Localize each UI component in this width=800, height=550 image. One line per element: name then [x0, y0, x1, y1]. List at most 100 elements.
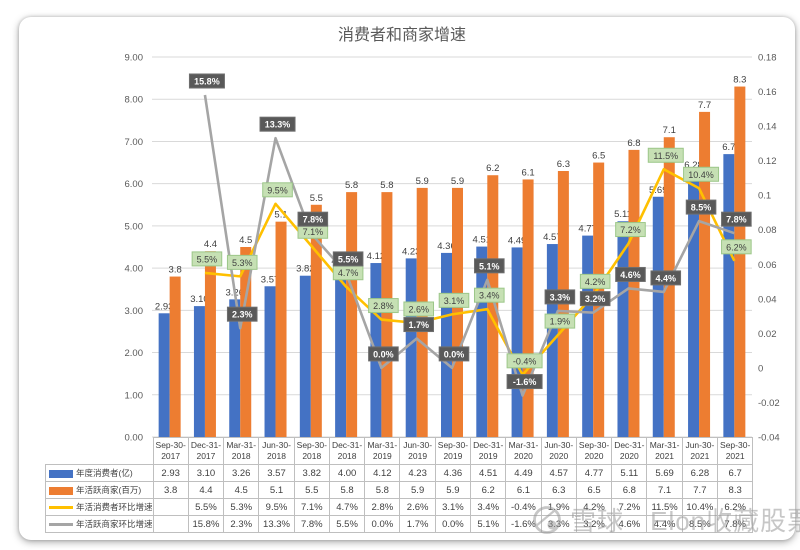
- table-value-cell: 3.8: [152, 481, 189, 499]
- table-value-cell: [152, 498, 189, 516]
- table-value-cell: 5.5: [293, 481, 330, 499]
- table-value-cell: 3.1%: [434, 498, 472, 516]
- legend-series-name: 年活跃商家(百万): [76, 485, 142, 495]
- table-value-cell: 2.3%: [223, 515, 260, 533]
- table-value-cell: 4.36: [434, 464, 472, 482]
- table-value-cell: 5.69: [646, 464, 683, 482]
- table-value-cell: 0.0%: [364, 515, 401, 533]
- table-value-cell: 6.1: [505, 481, 542, 499]
- legend-bar-swatch-icon: [49, 486, 73, 495]
- table-value-cell: 4.23: [399, 464, 436, 482]
- table-value-cell: 4.4%: [646, 515, 683, 533]
- table-value-cell: 6.5: [575, 481, 613, 499]
- table-row: 年度消费者(亿) 2.93 3.10 3.26 3.57 3.82 4.00 4.12 4.23…: [45, 464, 754, 482]
- table-header-cell: Dec-31- 2020: [611, 437, 648, 465]
- table-header-cell: Sep-30- 2021: [717, 437, 754, 465]
- table-value-cell: 1.7%: [399, 515, 436, 533]
- legend-label-cell: 年活跃商家(百万): [45, 481, 154, 499]
- table-value-cell: 7.1: [646, 481, 683, 499]
- table-value-cell: 3.3%: [540, 515, 577, 533]
- table-value-cell: 5.8: [364, 481, 401, 499]
- table-value-cell: 7.7: [681, 481, 719, 499]
- table-value-cell: 5.5%: [328, 515, 366, 533]
- table-corner-cell: [46, 438, 154, 465]
- table-header-cell: Jun-30- 2020: [540, 437, 577, 465]
- table-value-cell: 11.5%: [646, 498, 683, 516]
- table-value-cell: 4.51: [470, 464, 507, 482]
- table-value-cell: 6.2: [470, 481, 507, 499]
- table-value-cell: 2.93: [152, 464, 189, 482]
- table-value-cell: 8.5%: [681, 515, 719, 533]
- legend-bar-swatch-icon: [49, 469, 73, 478]
- table-value-cell: 1.9%: [540, 498, 577, 516]
- table-row: 年活跃商家环比增速 15.8% 2.3% 13.3% 7.8% 5.5% 0.0% 1.7% 0…: [45, 515, 754, 533]
- table-value-cell: -1.6%: [505, 515, 542, 533]
- legend-series-name: 年活消费者环比增速: [76, 502, 153, 512]
- table-value-cell: 6.28: [681, 464, 719, 482]
- table-value-cell: 6.8: [611, 481, 648, 499]
- table-header-cell: Sep-30- 2018: [293, 437, 330, 465]
- table-value-cell: 10.4%: [681, 498, 719, 516]
- table-header-cell: Jun-30- 2019: [399, 437, 436, 465]
- table-header-cell: Sep-30- 2019: [434, 437, 472, 465]
- table-value-cell: 7.8%: [717, 515, 754, 533]
- legend-series-name: 年活跃商家环比增速: [76, 519, 153, 529]
- table-value-cell: 5.9: [399, 481, 436, 499]
- table-value-cell: 4.57: [540, 464, 577, 482]
- table-value-cell: 3.57: [258, 464, 295, 482]
- legend-line-swatch-icon: [49, 523, 73, 527]
- table-header-cell: Jun-30- 2018: [258, 437, 295, 465]
- table-header-cell: Dec-31- 2018: [328, 437, 366, 465]
- table-value-cell: [152, 515, 189, 533]
- table-value-cell: 5.11: [611, 464, 648, 482]
- table-value-cell: 5.1: [258, 481, 295, 499]
- table-value-cell: 3.2%: [575, 515, 613, 533]
- data-table: Sep-30- 2017 Dec-31- 2017 Mar-31- 2018 Jun-…: [45, 437, 754, 533]
- table-value-cell: 7.2%: [611, 498, 648, 516]
- table-value-cell: 5.5%: [187, 498, 225, 516]
- table-header-cell: Mar-31- 2020: [505, 437, 542, 465]
- table-value-cell: 4.6%: [611, 515, 648, 533]
- table-value-cell: 5.8: [328, 481, 366, 499]
- table-value-cell: 4.00: [328, 464, 366, 482]
- table-value-cell: 4.4: [187, 481, 225, 499]
- table-header-cell: Dec-31- 2019: [470, 437, 507, 465]
- table-value-cell: 5.1%: [470, 515, 507, 533]
- table-value-cell: 3.82: [293, 464, 330, 482]
- table-header-cell: Sep-30- 2017: [152, 437, 189, 465]
- table-value-cell: 4.12: [364, 464, 401, 482]
- table-value-cell: 7.1%: [293, 498, 330, 516]
- table-value-cell: 3.4%: [470, 498, 507, 516]
- table-header-cell: Mar-31- 2019: [364, 437, 401, 465]
- table-value-cell: 4.2%: [575, 498, 613, 516]
- table-value-cell: 4.49: [505, 464, 542, 482]
- table-header-cell: Mar-31- 2021: [646, 437, 683, 465]
- table-value-cell: 9.5%: [258, 498, 295, 516]
- table-value-cell: 5.3%: [223, 498, 260, 516]
- table-value-cell: -0.4%: [505, 498, 542, 516]
- table-header-cell: Jun-30- 2021: [681, 437, 719, 465]
- legend-label-cell: 年度消费者(亿): [45, 464, 154, 482]
- table-header-cell: Dec-31- 2017: [187, 437, 225, 465]
- table-value-cell: 4.7%: [328, 498, 366, 516]
- table-value-cell: 6.3: [540, 481, 577, 499]
- table-value-cell: 3.26: [223, 464, 260, 482]
- table-value-cell: 6.2%: [717, 498, 754, 516]
- table-row: 年活跃商家(百万) 3.8 4.4 4.5 5.1 5.5 5.8 5.8 5.9 5.9 6.2 6…: [45, 481, 754, 499]
- legend-label-cell: 年活消费者环比增速: [45, 498, 154, 516]
- table-value-cell: 6.7: [717, 464, 754, 482]
- table-value-cell: 2.8%: [364, 498, 401, 516]
- table-value-cell: 8.3: [717, 481, 754, 499]
- table-header-cell: Sep-30- 2020: [575, 437, 613, 465]
- table-value-cell: 2.6%: [399, 498, 436, 516]
- table-row: 年活消费者环比增速 5.5% 5.3% 9.5% 7.1% 4.7% 2.8% 2.6% 3.1…: [45, 498, 754, 516]
- table-value-cell: 3.10: [187, 464, 225, 482]
- legend-label-cell: 年活跃商家环比增速: [45, 515, 154, 533]
- table-value-cell: 15.8%: [187, 515, 225, 533]
- table-value-cell: 4.5: [223, 481, 260, 499]
- chart-title: 消费者和商家增速: [337, 27, 466, 44]
- table-value-cell: 13.3%: [258, 515, 295, 533]
- table-value-cell: 0.0%: [434, 515, 472, 533]
- table-header-cell: Mar-31- 2018: [223, 437, 260, 465]
